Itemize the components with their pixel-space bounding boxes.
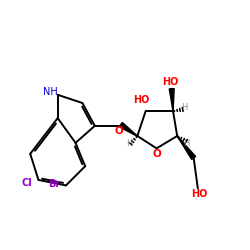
Text: O: O xyxy=(114,126,123,136)
Polygon shape xyxy=(120,122,137,136)
Polygon shape xyxy=(177,136,196,160)
Text: O: O xyxy=(152,150,161,160)
Text: H: H xyxy=(184,139,190,148)
Text: NH: NH xyxy=(43,87,58,97)
Text: Br: Br xyxy=(48,179,60,189)
Text: HO: HO xyxy=(191,189,207,199)
Text: H: H xyxy=(182,104,188,112)
Text: HO: HO xyxy=(162,77,178,87)
Text: HO: HO xyxy=(133,95,150,105)
Text: Cl: Cl xyxy=(22,178,32,188)
Polygon shape xyxy=(169,88,174,111)
Text: H: H xyxy=(126,139,132,148)
